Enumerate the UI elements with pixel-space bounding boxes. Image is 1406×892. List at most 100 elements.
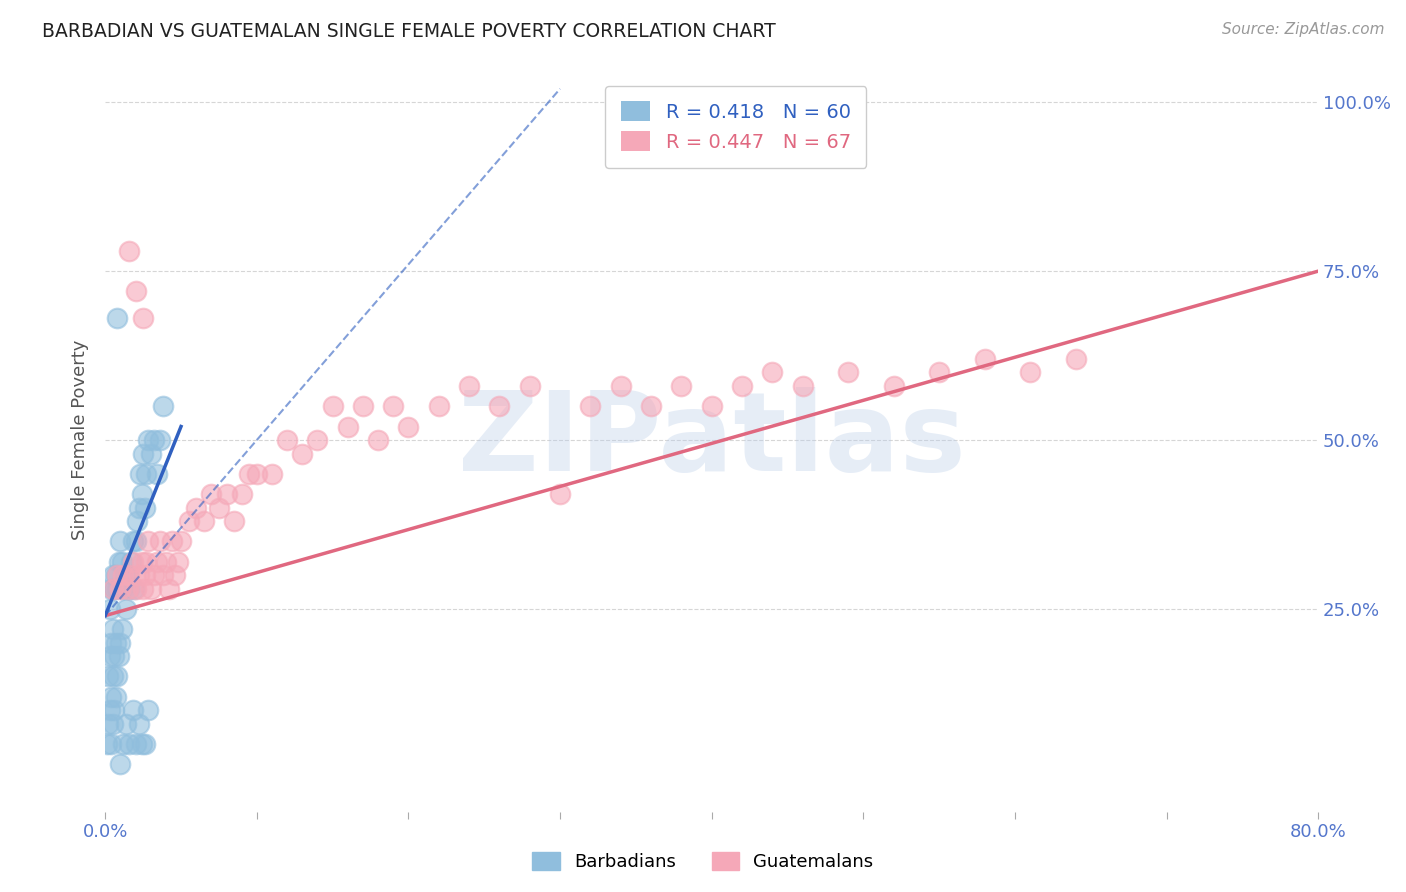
Point [100, 690, 122, 704]
Point [108, 555, 131, 569]
Point [110, 534, 132, 549]
Point [114, 568, 136, 582]
Point [97, 716, 120, 731]
Point [103, 649, 125, 664]
Point [291, 446, 314, 460]
Point [700, 399, 723, 413]
Point [200, 487, 222, 501]
Point [124, 737, 146, 751]
Point [322, 399, 344, 413]
Point [118, 568, 141, 582]
Point [100, 582, 122, 596]
Point [260, 467, 283, 481]
Point [104, 568, 127, 582]
Legend: R = 0.418   N = 60, R = 0.447   N = 67: R = 0.418 N = 60, R = 0.447 N = 67 [606, 86, 866, 168]
Point [382, 399, 405, 413]
Point [128, 568, 150, 582]
Point [121, 555, 143, 569]
Point [671, 379, 693, 393]
Point [103, 582, 125, 596]
Point [152, 568, 174, 582]
Point [157, 582, 180, 596]
Point [149, 534, 172, 549]
Point [145, 467, 167, 481]
Point [215, 487, 238, 501]
Point [124, 534, 146, 549]
Point [145, 555, 167, 569]
Point [108, 649, 131, 664]
Point [112, 737, 135, 751]
Point [129, 467, 152, 481]
Point [128, 716, 150, 731]
Point [973, 351, 995, 366]
Point [761, 366, 783, 380]
Point [132, 446, 155, 460]
Point [121, 703, 143, 717]
Point [118, 244, 141, 258]
Point [160, 534, 183, 549]
Point [135, 467, 157, 481]
Point [125, 514, 148, 528]
Point [111, 622, 134, 636]
Point [163, 568, 186, 582]
Point [883, 379, 905, 393]
Point [427, 399, 450, 413]
Point [139, 446, 162, 460]
Point [231, 487, 253, 501]
Text: Source: ZipAtlas.com: Source: ZipAtlas.com [1222, 22, 1385, 37]
Point [118, 737, 141, 751]
Point [238, 467, 260, 481]
Point [222, 514, 245, 528]
Point [731, 379, 754, 393]
Legend: Barbadians, Guatemalans: Barbadians, Guatemalans [526, 845, 880, 879]
Point [110, 635, 132, 649]
Point [96, 737, 118, 751]
Point [112, 582, 135, 596]
Point [1064, 351, 1087, 366]
Point [640, 399, 662, 413]
Point [101, 669, 124, 683]
Point [111, 555, 134, 569]
Point [142, 568, 165, 582]
Point [101, 716, 124, 731]
Y-axis label: Single Female Poverty: Single Female Poverty [72, 340, 89, 541]
Point [104, 635, 127, 649]
Point [307, 433, 329, 447]
Point [792, 379, 814, 393]
Point [131, 737, 153, 751]
Point [105, 311, 128, 326]
Point [139, 582, 162, 596]
Point [98, 602, 121, 616]
Point [101, 568, 124, 582]
Point [105, 582, 128, 596]
Point [103, 703, 125, 717]
Point [120, 555, 142, 569]
Point [519, 379, 541, 393]
Point [186, 500, 208, 515]
Point [488, 399, 510, 413]
Point [124, 582, 146, 596]
Point [132, 582, 155, 596]
Point [131, 487, 153, 501]
Point [398, 419, 420, 434]
Point [124, 285, 146, 299]
Point [1019, 366, 1042, 380]
Point [115, 716, 138, 731]
Point [352, 399, 374, 413]
Point [136, 703, 159, 717]
Point [112, 568, 135, 582]
Point [208, 500, 231, 515]
Point [134, 737, 156, 751]
Point [928, 366, 950, 380]
Point [579, 399, 602, 413]
Point [117, 568, 139, 582]
Point [135, 555, 157, 569]
Point [101, 622, 124, 636]
Point [149, 433, 172, 447]
Point [98, 703, 121, 717]
Point [177, 514, 200, 528]
Point [117, 582, 139, 596]
Point [276, 433, 298, 447]
Point [104, 690, 127, 704]
Point [100, 737, 122, 751]
